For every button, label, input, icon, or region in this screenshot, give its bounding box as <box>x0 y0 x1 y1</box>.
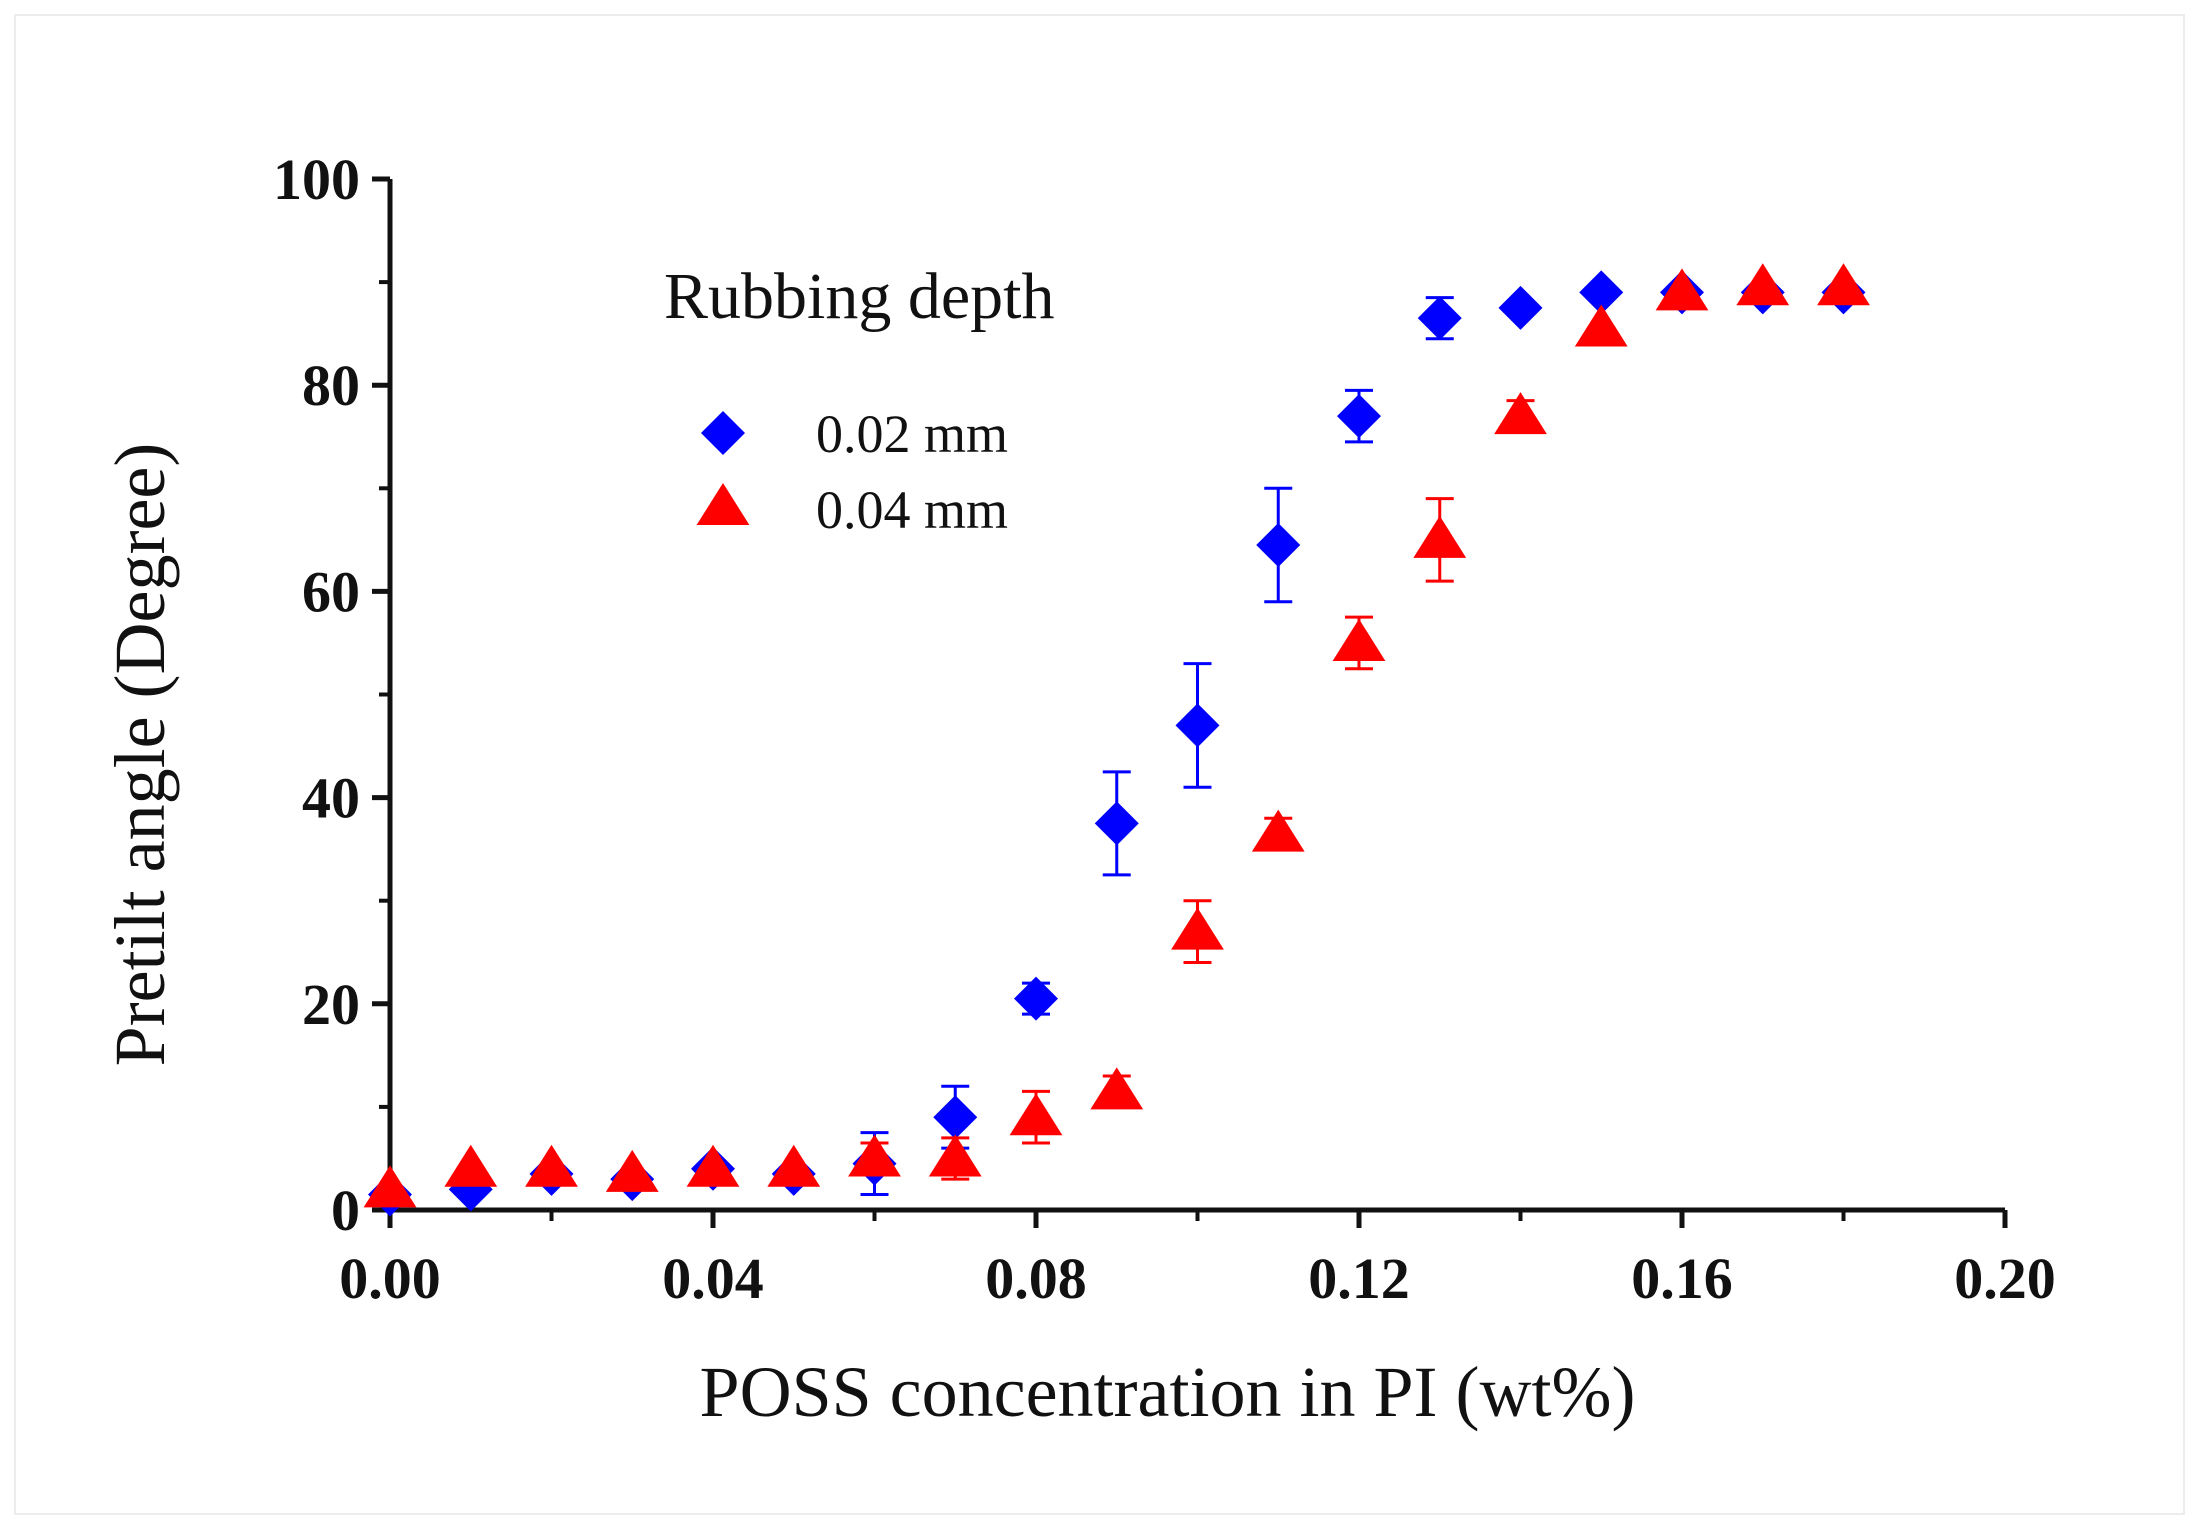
data-point <box>1498 285 1543 330</box>
legend-label: 0.04 mm <box>816 480 1008 540</box>
legend-label: 0.02 mm <box>816 404 1008 464</box>
y-axis-title: Pretilt angle (Degree) <box>100 443 180 1067</box>
chart-figure: 0.00 0.04 0.08 0.12 0.16 0.20 0 20 40 60 80 100 PO… <box>14 14 2185 1515</box>
y-tick-label: 100 <box>273 147 360 212</box>
data-point <box>1417 296 1462 341</box>
legend-item: 0.02 mm <box>701 404 1008 464</box>
data-point <box>605 1149 659 1192</box>
x-tick-label: 0.00 <box>339 1246 441 1311</box>
data-point <box>848 1134 901 1177</box>
legend: Rubbing depth 0.02 mm 0.04 mm <box>664 260 1055 540</box>
data-point <box>1090 1067 1144 1110</box>
series-triangle-1 <box>363 263 1870 1208</box>
data-point <box>1817 263 1870 306</box>
x-tick-label: 0.04 <box>662 1246 764 1311</box>
data-point <box>1736 263 1790 306</box>
data-point <box>933 1095 978 1140</box>
legend-diamond-marker <box>701 411 745 455</box>
x-tick-label: 0.16 <box>1631 1246 1733 1311</box>
scatter-chart: 0.00 0.04 0.08 0.12 0.16 0.20 0 20 40 60 80 100 PO… <box>100 147 2056 1432</box>
y-tick-label: 60 <box>302 559 360 624</box>
data-point <box>1332 618 1386 661</box>
y-tick-label: 0 <box>331 1178 360 1243</box>
axes: 0.00 0.04 0.08 0.12 0.16 0.20 0 20 40 60 80 100 <box>273 147 2056 1311</box>
data-point <box>686 1144 740 1187</box>
data-point <box>1413 515 1467 558</box>
legend-item: 0.04 mm <box>696 480 1008 540</box>
legend-triangle-marker <box>696 483 750 525</box>
data-point <box>1014 976 1058 1021</box>
data-point <box>363 1165 417 1208</box>
data-points <box>363 263 1870 1217</box>
x-tick-label: 0.20 <box>1954 1246 2056 1311</box>
y-ticks: 0 20 40 60 80 100 <box>273 147 390 1243</box>
data-point <box>525 1144 578 1187</box>
x-tick-label: 0.12 <box>1308 1246 1410 1311</box>
data-point <box>1094 801 1139 846</box>
data-point <box>1337 394 1381 439</box>
legend-items: 0.02 mm 0.04 mm <box>696 404 1008 540</box>
data-point <box>1256 523 1301 568</box>
x-tick-label: 0.08 <box>985 1246 1087 1311</box>
y-tick-label: 40 <box>302 766 360 831</box>
data-point <box>1009 1093 1063 1136</box>
data-point <box>1574 304 1628 347</box>
data-point <box>1251 809 1305 852</box>
x-axis-title: POSS concentration in PI (wt%) <box>700 1352 1636 1432</box>
data-point <box>444 1144 498 1187</box>
x-ticks: 0.00 0.04 0.08 0.12 0.16 0.20 <box>339 1210 2056 1311</box>
data-point <box>1494 392 1547 435</box>
data-point <box>1175 703 1220 748</box>
data-point <box>767 1144 821 1187</box>
legend-title: Rubbing depth <box>664 260 1055 333</box>
y-tick-label: 80 <box>302 353 360 418</box>
data-point <box>928 1134 982 1177</box>
data-point <box>1655 268 1709 311</box>
data-point <box>1171 907 1224 950</box>
y-tick-label: 20 <box>302 972 360 1037</box>
data-point <box>1579 270 1624 315</box>
